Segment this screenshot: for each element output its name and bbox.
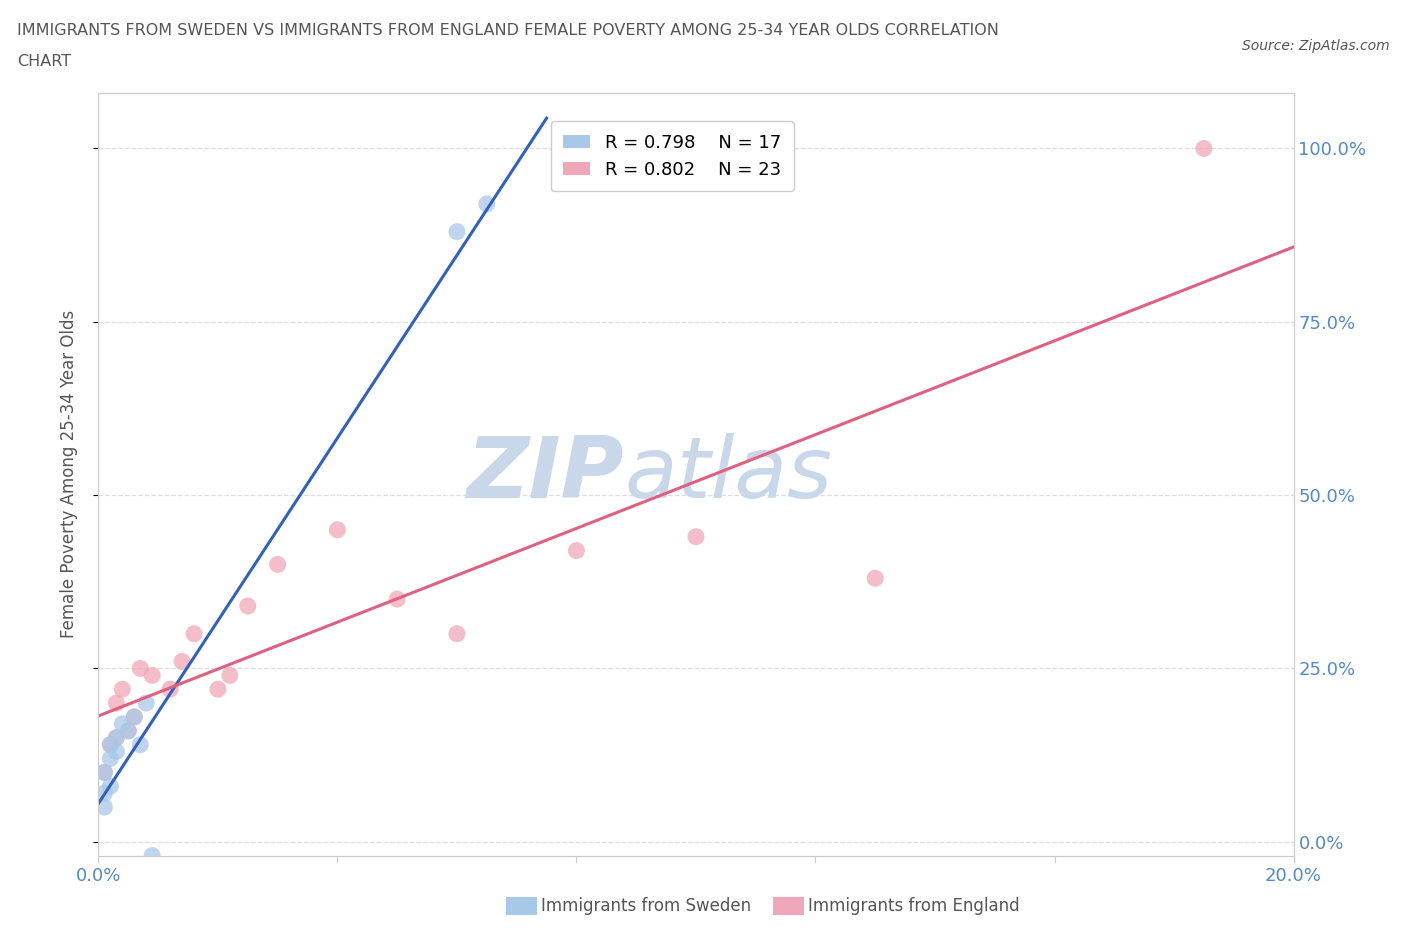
Point [111,716,134,731]
Point [93,765,115,780]
Point [865,571,887,586]
Point [105,696,128,711]
Text: Immigrants from Sweden: Immigrants from Sweden [541,897,751,915]
Point [326,523,349,538]
Point [267,557,290,572]
Point [385,591,409,606]
Point [183,626,205,641]
Point [111,682,134,697]
Point [129,737,152,752]
Point [98,737,122,752]
Point [148,862,170,877]
Y-axis label: Female Poverty Among 25-34 Year Olds: Female Poverty Among 25-34 Year Olds [59,311,77,638]
Point [135,696,157,711]
Point [98,751,122,766]
Point [98,737,122,752]
Point [129,661,152,676]
Point [93,786,115,801]
Point [105,730,128,745]
Point [117,724,139,738]
Point [685,529,707,544]
Text: IMMIGRANTS FROM SWEDEN VS IMMIGRANTS FROM ENGLAND FEMALE POVERTY AMONG 25-34 YEA: IMMIGRANTS FROM SWEDEN VS IMMIGRANTS FRO… [17,23,998,38]
Text: Immigrants from England: Immigrants from England [808,897,1021,915]
Point [475,196,498,211]
Point [105,744,128,759]
Point [105,730,128,745]
Point [446,626,468,641]
Point [219,668,242,683]
Point [98,778,122,793]
Point [93,765,115,780]
Point [141,668,163,683]
Text: Source: ZipAtlas.com: Source: ZipAtlas.com [1241,39,1389,53]
Text: atlas: atlas [624,432,832,516]
Point [124,710,146,724]
Point [446,224,468,239]
Point [124,710,146,724]
Point [236,599,259,614]
Point [141,848,163,863]
Point [117,724,139,738]
Text: CHART: CHART [17,54,70,69]
Point [172,654,194,669]
Legend: R = 0.798    N = 17, R = 0.802    N = 23: R = 0.798 N = 17, R = 0.802 N = 23 [551,121,793,192]
Text: ZIP: ZIP [467,432,624,516]
Point [565,543,588,558]
Point [1192,141,1215,156]
Point [159,682,181,697]
Point [93,800,115,815]
Point [207,682,229,697]
